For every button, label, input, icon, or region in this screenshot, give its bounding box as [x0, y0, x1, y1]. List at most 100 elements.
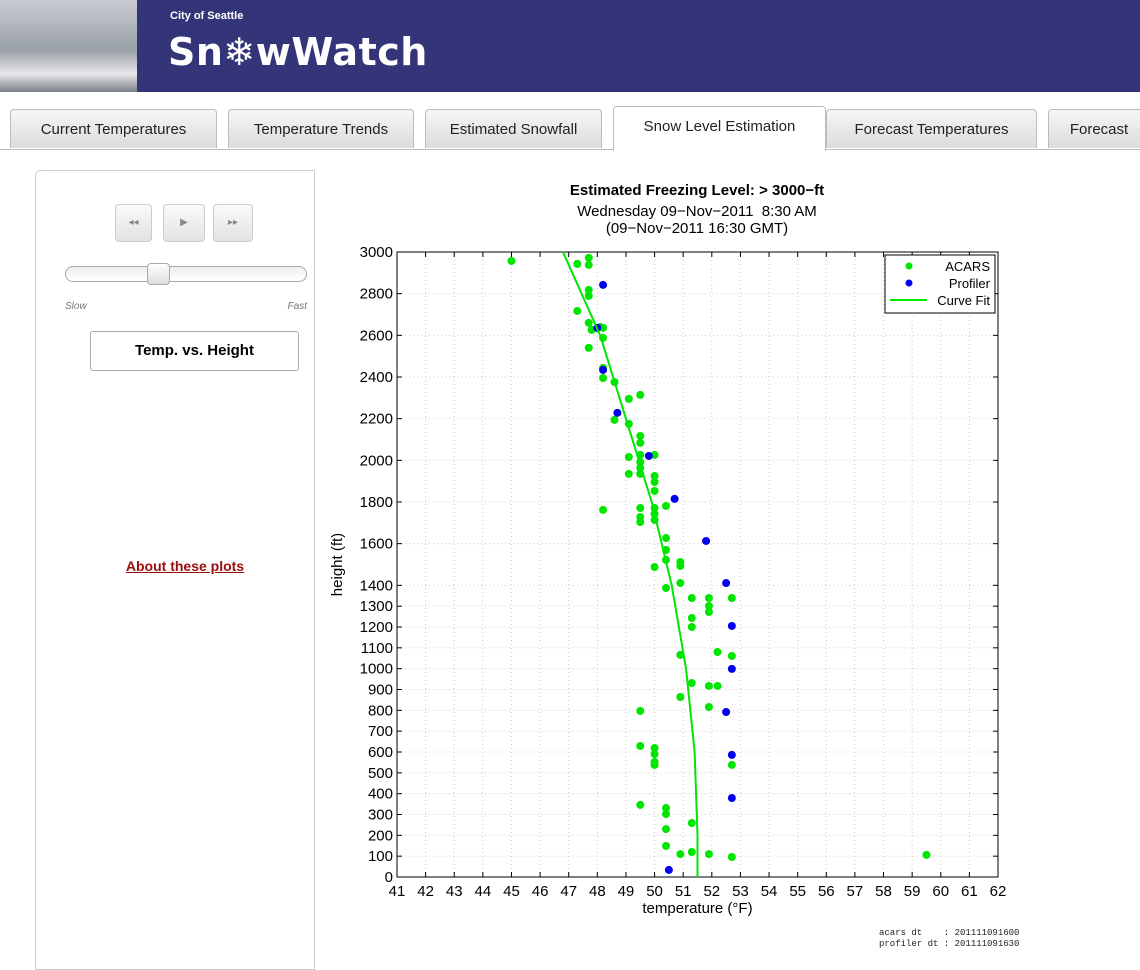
data-point	[662, 804, 671, 813]
x-tick-label: 49	[618, 883, 635, 900]
x-tick-label: 47	[560, 883, 577, 900]
data-point	[922, 850, 931, 859]
data-point	[704, 608, 713, 616]
y-tick-label: 100	[368, 848, 393, 865]
y-tick-label: 2000	[360, 452, 393, 469]
rewind-button[interactable]: ◂◂	[115, 204, 152, 242]
x-tick-label: 41	[389, 883, 406, 900]
data-point	[636, 706, 645, 715]
data-point	[727, 760, 736, 769]
x-tick-label: 53	[732, 883, 749, 900]
slow-label: Slow	[65, 301, 87, 312]
data-point	[650, 750, 659, 759]
fast-label: Fast	[287, 301, 307, 312]
data-point	[687, 594, 696, 603]
data-point	[704, 601, 713, 610]
data-point	[727, 651, 736, 660]
data-point	[599, 505, 608, 514]
x-tick-label: 43	[446, 883, 463, 900]
footer-line: profiler dt : 201111091630	[879, 939, 1020, 949]
chart-subtitle: Wednesday 09−Nov−2011 8:30 AM	[577, 203, 817, 220]
slider-thumb[interactable]	[147, 263, 170, 285]
tab[interactable]: Current Temperatures	[10, 109, 217, 148]
data-point	[584, 260, 593, 269]
y-axis-label: height (ft)	[329, 533, 346, 596]
data-point	[662, 810, 671, 819]
data-point	[687, 679, 696, 688]
y-tick-label: 800	[368, 702, 393, 719]
data-point	[704, 703, 713, 711]
data-point	[636, 390, 645, 399]
x-axis-label: temperature (°F)	[642, 900, 752, 917]
org-name: City of Seattle	[170, 10, 244, 22]
data-point	[662, 825, 671, 834]
speed-slider[interactable]	[65, 266, 307, 282]
y-tick-label: 1800	[360, 494, 393, 511]
data-point	[713, 648, 722, 656]
data-point	[584, 343, 593, 352]
data-point	[650, 760, 659, 769]
legend-box	[884, 254, 996, 314]
data-point	[722, 579, 731, 588]
data-point	[704, 594, 713, 603]
data-point	[584, 253, 593, 262]
play-button[interactable]: ▶	[163, 204, 205, 242]
plot-button[interactable]: Temp. vs. Height	[90, 331, 299, 371]
plot-frame	[396, 251, 999, 878]
x-tick-label: 55	[789, 883, 806, 900]
data-point	[624, 453, 633, 461]
y-tick-label: 700	[368, 723, 393, 740]
x-tick-label: 52	[703, 883, 720, 900]
data-point	[613, 408, 622, 417]
tab[interactable]: Forecast	[1048, 109, 1140, 148]
x-tick-label: 58	[875, 883, 892, 900]
data-point	[624, 394, 633, 403]
tab-bar: Current Temperatures Temperature Trends Es…	[0, 103, 1140, 151]
data-point	[636, 518, 645, 526]
data-point	[662, 584, 671, 593]
x-tick-label: 42	[417, 883, 434, 900]
tab[interactable]: Temperature Trends	[228, 109, 414, 148]
about-link[interactable]: About these plots	[125, 558, 245, 574]
data-point	[573, 306, 582, 315]
y-tick-label: 900	[368, 682, 393, 699]
data-point	[650, 478, 659, 486]
x-tick-label: 46	[532, 883, 549, 900]
y-tick-label: 2600	[360, 327, 393, 344]
x-tick-label: 50	[646, 883, 663, 900]
legend-label: Curve Fit	[937, 293, 990, 308]
y-tick-label: 1200	[360, 619, 393, 636]
header	[0, 0, 1140, 92]
data-point	[584, 318, 593, 327]
data-point	[704, 850, 713, 859]
tab[interactable]: Estimated Snowfall	[425, 109, 602, 148]
data-point	[650, 744, 659, 753]
data-point	[676, 693, 685, 701]
chart-subtitle: (09−Nov−2011 16:30 GMT)	[606, 220, 788, 237]
data-point	[636, 800, 645, 809]
y-tick-label: 400	[368, 786, 393, 803]
y-tick-label: 2200	[360, 411, 393, 428]
data-point	[676, 579, 685, 588]
x-tick-label: 59	[904, 883, 921, 900]
y-tick-label: 1600	[360, 536, 393, 553]
data-point	[670, 494, 679, 503]
y-tick-label: 2800	[360, 286, 393, 303]
y-tick-label: 500	[368, 765, 393, 782]
x-tick-label: 51	[675, 883, 692, 900]
data-point	[676, 850, 685, 859]
tab[interactable]: Snow Level Estimation	[613, 106, 826, 151]
data-point	[727, 853, 736, 861]
tab[interactable]: Forecast Temperatures	[826, 109, 1037, 148]
forward-button[interactable]: ▸▸	[213, 204, 253, 242]
chart-title: Estimated Freezing Level: > 3000−ft	[570, 182, 824, 199]
data-point	[687, 614, 696, 623]
data-point	[713, 681, 722, 690]
y-tick-label: 200	[368, 827, 393, 844]
y-tick-label: 1400	[360, 577, 393, 594]
data-point	[664, 865, 673, 874]
logo[interactable]: Sn❄wWatch	[168, 30, 428, 74]
y-tick-label: 1100	[361, 640, 393, 657]
y-tick-label: 1000	[360, 661, 393, 678]
